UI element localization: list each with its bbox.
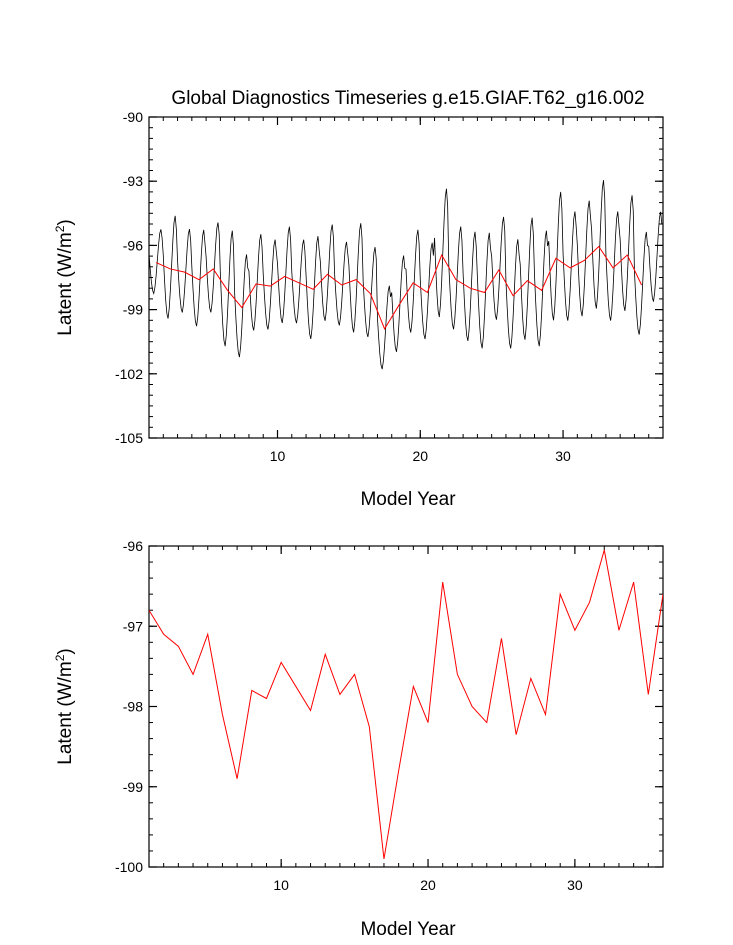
- y-tick-label: -96: [123, 538, 143, 554]
- bottom-panel: 10 20 30 -100 -99 -98 -97 -96 Model Year Latent (…: [53, 538, 664, 940]
- x-tick-label: 30: [567, 877, 583, 893]
- x-tick-label: 20: [420, 877, 436, 893]
- y-tick-label: -102: [115, 366, 143, 382]
- y-axis-title: Latent (W/m2): [53, 648, 76, 765]
- y-tick-label: -99: [123, 302, 143, 318]
- top-panel: 10 20 30 -105 -102 -99 -96 -93 -90 Model Year Late…: [53, 109, 664, 510]
- y-tick-label: -90: [123, 109, 143, 125]
- x-axis-title: Model Year: [360, 919, 456, 940]
- y-tick-label: -97: [123, 618, 143, 634]
- x-tick-label: 10: [270, 448, 286, 464]
- x-axis-title: Model Year: [360, 489, 456, 510]
- series-line-monthly: [149, 180, 663, 370]
- y-tick-label: -99: [123, 779, 143, 795]
- x-tick-label: 30: [555, 448, 571, 464]
- y-tick-label: -98: [123, 699, 143, 715]
- y-axis-title: Latent (W/m2): [53, 219, 76, 336]
- y-tick-label: -96: [123, 237, 143, 253]
- series-line-annual-mean: [149, 549, 663, 860]
- y-tick-label: -100: [115, 859, 143, 875]
- x-tick-label: 20: [412, 448, 428, 464]
- y-tick-label: -93: [123, 173, 143, 189]
- x-tick-label: 10: [273, 877, 289, 893]
- plot-frame: [148, 545, 664, 868]
- y-tick-label: -105: [115, 430, 143, 446]
- chart-title: Global Diagnostics Timeseries g.e15.GIAF…: [171, 88, 644, 109]
- series-line-annual-mean: [155, 245, 643, 330]
- plot-frame: [148, 116, 664, 439]
